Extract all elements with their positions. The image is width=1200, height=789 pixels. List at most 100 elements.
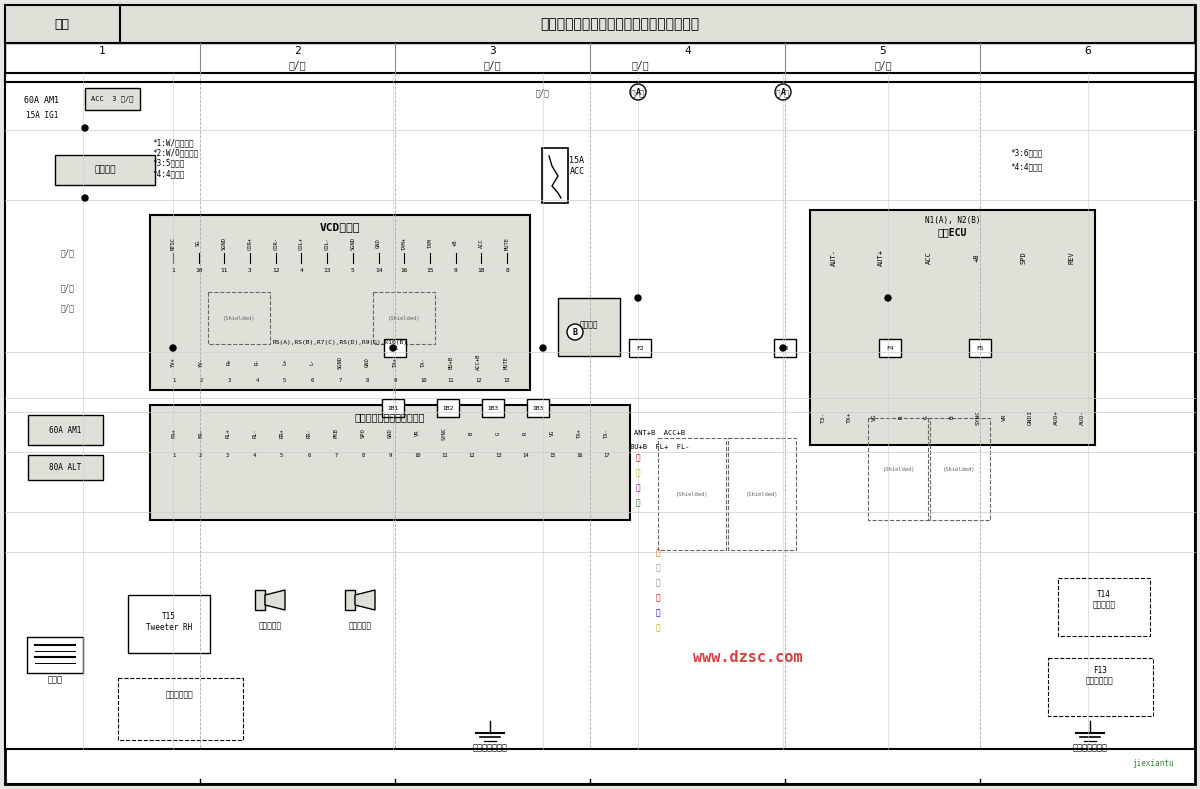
- Text: 蓝/黄: 蓝/黄: [536, 88, 550, 98]
- Text: 16: 16: [576, 453, 583, 458]
- Text: 13: 13: [503, 377, 510, 383]
- Text: 10: 10: [420, 377, 426, 383]
- Text: VG: VG: [550, 430, 554, 436]
- Text: 3: 3: [490, 46, 496, 56]
- Circle shape: [390, 345, 396, 351]
- Text: RR+: RR+: [280, 428, 284, 438]
- Text: 绿: 绿: [636, 499, 641, 507]
- Text: 黄: 黄: [655, 623, 660, 633]
- Text: 白: 白: [655, 563, 660, 573]
- Bar: [256, 590, 265, 610]
- Text: B: B: [469, 432, 474, 435]
- Text: CDL-: CDL-: [325, 237, 330, 249]
- Text: TX-: TX-: [604, 428, 608, 438]
- Text: IB3: IB3: [487, 406, 499, 410]
- Text: CDR+: CDR+: [247, 237, 252, 249]
- Bar: [774, 339, 796, 357]
- Text: +B: +B: [973, 254, 979, 262]
- Text: 6: 6: [311, 377, 314, 383]
- Text: GNDI: GNDI: [1027, 409, 1033, 424]
- Text: 蓝: 蓝: [655, 608, 660, 618]
- Text: F5: F5: [977, 346, 984, 350]
- Text: 5: 5: [350, 267, 355, 272]
- Text: 红: 红: [655, 593, 660, 603]
- Text: GND: GND: [365, 357, 370, 367]
- Bar: [55, 155, 155, 185]
- Text: 蓝/黄: 蓝/黄: [288, 60, 306, 70]
- Text: 15: 15: [426, 267, 433, 272]
- Text: IB2: IB2: [443, 406, 454, 410]
- Text: (Shielded): (Shielded): [223, 316, 256, 320]
- Text: 12: 12: [468, 453, 474, 458]
- Text: FR+: FR+: [172, 428, 176, 438]
- Text: www.dzsc.com: www.dzsc.com: [694, 650, 803, 665]
- Text: B: B: [572, 327, 577, 336]
- Text: 5: 5: [280, 453, 283, 458]
- Bar: [482, 399, 504, 417]
- Text: 蓄电池: 蓄电池: [48, 675, 62, 685]
- Text: MUTE: MUTE: [505, 237, 510, 249]
- Text: TAM+: TAM+: [402, 237, 407, 249]
- Text: 7: 7: [335, 453, 337, 458]
- Text: 60A AM1: 60A AM1: [49, 425, 82, 435]
- Text: FR-: FR-: [198, 428, 203, 438]
- Text: 5: 5: [283, 377, 287, 383]
- Text: B: B: [950, 415, 955, 419]
- Text: AUT+: AUT+: [878, 249, 884, 267]
- Text: 10: 10: [194, 267, 203, 272]
- Text: 10: 10: [414, 453, 420, 458]
- Text: T14
左前扬声器: T14 左前扬声器: [1092, 590, 1116, 610]
- Text: R: R: [523, 432, 528, 435]
- Text: 14: 14: [374, 267, 383, 272]
- Text: 蓝/黄: 蓝/黄: [484, 60, 500, 70]
- Text: 7: 7: [338, 377, 342, 383]
- Text: 左侧仪表板支撑: 左侧仪表板支撑: [473, 743, 508, 753]
- Text: +B: +B: [454, 240, 458, 246]
- Text: 1: 1: [172, 453, 175, 458]
- Text: R+: R+: [227, 359, 232, 365]
- Text: 17: 17: [604, 453, 610, 458]
- Text: F1: F1: [391, 346, 398, 350]
- Text: 8: 8: [366, 377, 370, 383]
- Text: 14: 14: [522, 453, 528, 458]
- Text: 白/橙: 白/橙: [631, 88, 644, 98]
- Text: 点火开关: 点火开关: [95, 166, 115, 174]
- Bar: [437, 399, 458, 417]
- Text: 导航ECU: 导航ECU: [938, 227, 967, 237]
- Text: 1: 1: [170, 267, 175, 272]
- Text: IB1: IB1: [388, 406, 398, 410]
- Text: 4: 4: [300, 267, 304, 272]
- Bar: [150, 405, 630, 520]
- Text: YV+: YV+: [172, 357, 176, 367]
- Text: jiexiantu: jiexiantu: [1132, 758, 1174, 768]
- Text: G: G: [924, 415, 929, 419]
- Bar: [5, 73, 1195, 749]
- Text: 右侧仪表板支撑: 右侧仪表板支撑: [1073, 743, 1108, 753]
- Text: 紫: 紫: [636, 484, 641, 492]
- Circle shape: [540, 345, 546, 351]
- Text: T3-: T3-: [821, 411, 826, 423]
- Text: VR: VR: [1002, 413, 1007, 421]
- Text: R: R: [898, 415, 904, 419]
- Bar: [208, 292, 270, 344]
- Text: A: A: [780, 88, 786, 96]
- Text: 右前门扬声器: 右前门扬声器: [166, 690, 194, 700]
- Bar: [382, 399, 404, 417]
- Text: SPO: SPO: [360, 428, 366, 438]
- Text: 15A IG1: 15A IG1: [26, 110, 58, 119]
- Text: ACC  3 白/蓝: ACC 3 白/蓝: [91, 95, 133, 103]
- Text: ACC+B: ACC+B: [476, 354, 481, 370]
- Text: (Shielded): (Shielded): [943, 466, 976, 472]
- Text: 18: 18: [478, 267, 485, 272]
- Bar: [928, 418, 990, 520]
- Text: F2: F2: [636, 346, 643, 350]
- Circle shape: [82, 195, 88, 201]
- Text: 60A AM1: 60A AM1: [24, 95, 60, 104]
- Text: RS(A),RS(B),R7(C),RS(D),R9(G),R10(B): RS(A),RS(B),R7(C),RS(D),R9(G),R10(B): [272, 339, 408, 345]
- Text: 4: 4: [253, 453, 257, 458]
- Text: 3: 3: [226, 453, 229, 458]
- Circle shape: [886, 295, 890, 301]
- Text: 白/红: 白/红: [61, 304, 74, 312]
- Polygon shape: [355, 590, 374, 610]
- Text: AUT-: AUT-: [830, 249, 836, 267]
